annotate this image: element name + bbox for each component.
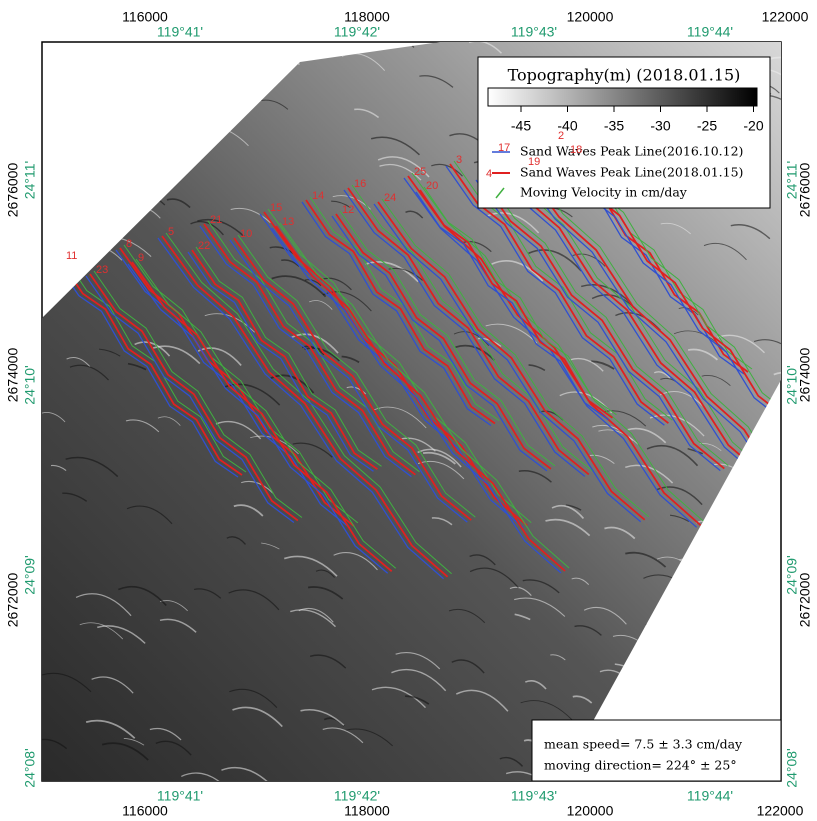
lat-tick-label: 24°09': [22, 555, 38, 594]
wave-label: 12: [342, 204, 354, 216]
texture-line: [797, 451, 817, 458]
y-tick-label: 2676000: [5, 163, 21, 218]
x-tick-label: 116000: [122, 803, 168, 819]
colorbar: [488, 88, 757, 106]
x-tick-label: 118000: [344, 803, 390, 819]
lon-tick-label: 119°44': [687, 24, 733, 40]
texture-line: [784, 124, 817, 139]
wave-label: 8: [126, 238, 132, 250]
wave-label: 21: [210, 214, 222, 226]
legend: Topography(m) (2018.01.15) Sand Waves Pe…: [478, 57, 770, 208]
wave-label: 23: [96, 264, 108, 276]
lat-tick-label: 24°11': [22, 161, 38, 199]
lat-tick-label: 24°09': [784, 555, 800, 594]
wave-label: 14: [312, 190, 324, 202]
x-tick-label: 120000: [567, 803, 614, 819]
wave-label: 20: [426, 180, 438, 192]
wave-label: 22: [198, 240, 210, 252]
x-tick-label: 118000: [344, 9, 390, 25]
texture-line: [577, 783, 626, 802]
legend-title: Topography(m) (2018.01.15): [508, 66, 741, 85]
texture-line: [782, 272, 817, 289]
stats-line: mean speed= 7.5 ± 3.3 cm/day: [544, 737, 743, 752]
legend-entry: Sand Waves Peak Line(2016.10.12): [520, 144, 743, 159]
lon-tick-label: 119°41': [157, 24, 203, 40]
x-tick-label: 116000: [122, 9, 168, 25]
colorbar-tick-label: -35: [604, 118, 624, 134]
stats-line: moving direction= 224° ± 25°: [544, 758, 737, 773]
stats: mean speed= 7.5 ± 3.3 cm/day moving dire…: [532, 720, 781, 781]
texture-line: [786, 293, 808, 301]
texture-line: [783, 682, 805, 690]
lon-tick-label: 119°42': [334, 24, 380, 40]
wave-label: 5: [168, 226, 174, 238]
lon-tick-label: 119°43': [511, 788, 557, 804]
wave-label: 18: [570, 144, 582, 156]
lat-tick-label: 24°08': [22, 748, 38, 787]
colorbar-tick-label: -25: [697, 118, 717, 134]
colorbar-tick-label: -45: [511, 118, 531, 134]
x-tick-label: 122000: [757, 803, 804, 819]
wave-label: 19: [528, 156, 540, 168]
lat-tick-label: 24°10': [784, 365, 800, 404]
lat-tick-label: 24°11': [784, 161, 800, 199]
wave-label: 16: [354, 178, 366, 190]
wave-label: 2: [558, 130, 564, 142]
lat-tick-label: 24°08': [784, 748, 800, 787]
lon-tick-label: 119°41': [157, 788, 203, 804]
y-tick-label: 2672000: [5, 573, 21, 628]
texture-line: [795, 95, 817, 108]
texture-line: [796, 68, 815, 74]
y-tick-label: 2674000: [5, 348, 21, 403]
legend-entry: Sand Waves Peak Line(2018.01.15): [520, 165, 743, 180]
wave-label: 25: [414, 166, 426, 178]
lon-tick-label: 119°44': [687, 788, 733, 804]
colorbar-tick-label: -30: [650, 118, 670, 134]
wave-label: 11: [66, 250, 77, 262]
wave-label: 4: [486, 168, 492, 180]
lon-tick-label: 119°42': [334, 788, 380, 804]
wave-label: 15: [270, 202, 282, 214]
x-tick-label: 122000: [762, 9, 809, 25]
wave-label: 24: [384, 192, 396, 204]
map: Topography(m) (2018.01.15) Sand Waves Pe…: [0, 0, 817, 821]
x-tick-label: 120000: [567, 9, 614, 25]
lat-tick-label: 24°10': [22, 365, 38, 404]
lon-tick-label: 119°43': [511, 24, 557, 40]
wave-label: 10: [240, 228, 252, 240]
legend-entry: Moving Velocity in cm/day: [520, 185, 688, 200]
wave-label: 9: [138, 252, 144, 264]
wave-label: 3: [456, 154, 462, 166]
wave-label: 13: [282, 216, 294, 228]
colorbar-tick-label: -20: [743, 118, 763, 134]
wave-label: 17: [498, 142, 510, 154]
